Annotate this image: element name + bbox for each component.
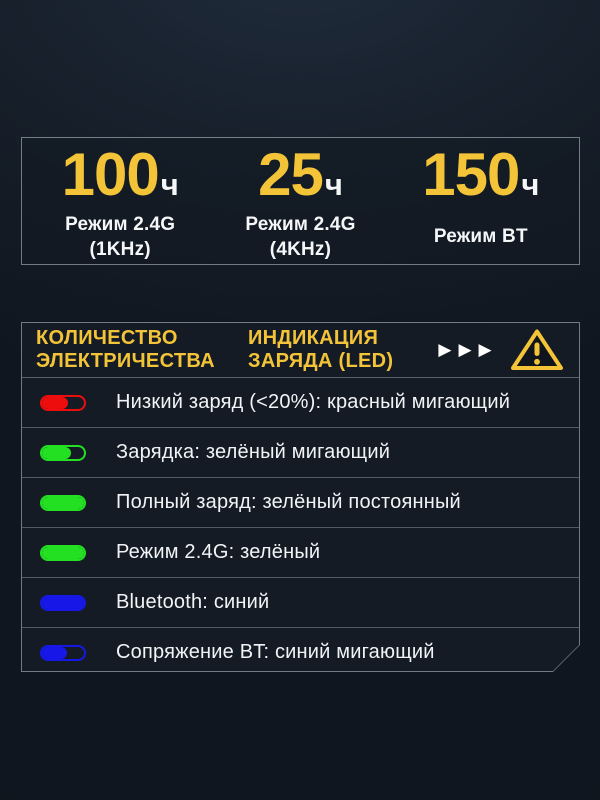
stat-number: 100 ч xyxy=(61,140,179,208)
row-text: Зарядка: зелёный мигающий xyxy=(116,441,391,463)
header-led-indication: ИНДИКАЦИЯ ЗАРЯДА (LED) xyxy=(248,327,430,373)
stat-label-line1: Режим 2.4G xyxy=(245,214,356,236)
header-battery-amount: КОЛИЧЕСТВО ЭЛЕКТРИЧЕСТВА xyxy=(36,327,248,373)
stat-label-line2: (4KHz) xyxy=(269,238,332,260)
header-right-line1: ИНДИКАЦИЯ xyxy=(248,327,379,349)
led-battery-icon xyxy=(40,445,86,461)
table-row: Зарядка: зелёный мигающий xyxy=(22,428,579,478)
stat-number: 150 ч xyxy=(422,140,540,208)
stat-value: 100 xyxy=(61,140,160,208)
battery-life-panel: 100 ч Режим 2.4G (1KHz) 25 ч Режим 2.4G … xyxy=(21,137,580,265)
stat-label: Режим 2.4G (1KHz) xyxy=(65,212,175,264)
row-text: Bluetooth: синий xyxy=(116,591,270,613)
stat-label-line2: (1KHz) xyxy=(89,238,151,260)
stat-unit: ч xyxy=(324,166,343,202)
row-text: Сопряжение BT: синий мигающий xyxy=(116,641,435,663)
led-battery-icon xyxy=(40,545,86,561)
table-row: Режим 2.4G: зелёный xyxy=(22,528,579,578)
stat-label: Режим 2.4G (4KHz) xyxy=(245,212,355,264)
panel-body: КОЛИЧЕСТВО ЭЛЕКТРИЧЕСТВА ИНДИКАЦИЯ ЗАРЯД… xyxy=(22,323,579,671)
led-battery-icon xyxy=(40,395,86,411)
warning-icon xyxy=(507,327,569,373)
table-row: Полный заряд: зелёный постоянный xyxy=(22,478,579,528)
stat-label: Режим BT xyxy=(434,212,528,264)
stat-unit: ч xyxy=(521,166,540,202)
stat-bt-mode: 150 ч Режим BT xyxy=(391,140,571,264)
stat-2_4g-1khz: 100 ч Режим 2.4G (1KHz) xyxy=(30,140,210,264)
table-header: КОЛИЧЕСТВО ЭЛЕКТРИЧЕСТВА ИНДИКАЦИЯ ЗАРЯД… xyxy=(22,323,579,378)
header-right-line2: ЗАРЯДА (LED) xyxy=(248,350,394,372)
stat-value: 150 xyxy=(422,140,520,208)
row-text: Низкий заряд (<20%): красный мигающий xyxy=(116,391,511,413)
row-text: Режим 2.4G: зелёный xyxy=(116,541,321,563)
table-row: Низкий заряд (<20%): красный мигающий xyxy=(22,378,579,428)
row-text: Полный заряд: зелёный постоянный xyxy=(116,491,461,513)
table-row: Bluetooth: синий xyxy=(22,578,579,628)
stat-value: 25 xyxy=(258,140,324,208)
led-indication-panel: КОЛИЧЕСТВО ЭЛЕКТРИЧЕСТВА ИНДИКАЦИЯ ЗАРЯД… xyxy=(21,322,580,672)
stat-unit: ч xyxy=(160,166,179,202)
led-battery-icon xyxy=(40,495,86,511)
stat-label-line1: Режим BT xyxy=(433,226,528,248)
stat-label-line1: Режим 2.4G xyxy=(65,214,176,236)
stat-number: 25 ч xyxy=(258,140,343,208)
table-row: Сопряжение BT: синий мигающий xyxy=(22,628,579,677)
header-left-line1: КОЛИЧЕСТВО xyxy=(36,327,178,349)
triple-arrow-icon: ▶▶▶ xyxy=(438,340,499,360)
stat-2_4g-4khz: 25 ч Режим 2.4G (4KHz) xyxy=(210,140,390,264)
header-left-line2: ЭЛЕКТРИЧЕСТВА xyxy=(36,350,215,372)
led-battery-icon xyxy=(40,645,86,661)
led-battery-icon xyxy=(40,595,86,611)
